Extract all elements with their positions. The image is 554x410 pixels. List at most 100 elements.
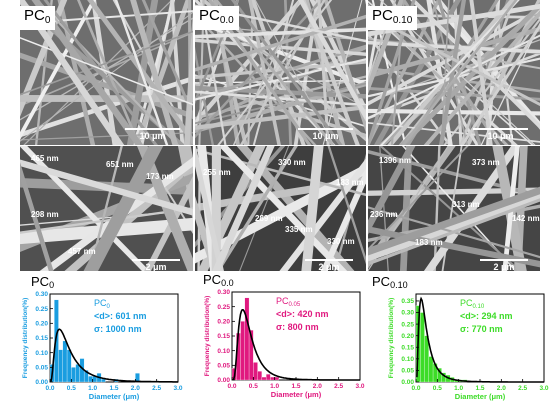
measurement-label: 236 nm: [370, 210, 398, 219]
legend-mean: <d>: 601 nm: [94, 311, 147, 321]
fiber: [301, 146, 324, 271]
measurement-label: 298 nm: [31, 210, 59, 219]
histogram-bar: [54, 299, 59, 383]
histogram-bar: [261, 376, 267, 381]
legend-mean: <d>: 294 nm: [460, 311, 513, 321]
fiber: [480, 22, 540, 145]
x-tick-label: 1.0: [88, 385, 97, 392]
measurement-label: 330 nm: [327, 237, 355, 246]
measurement-label: 255 nm: [203, 168, 231, 177]
histogram-chart: 0.0 0.5 1.0 1.5 2.0 2.5 3.0 0.00 0.05 0.10 0.15 0.2…: [388, 293, 549, 401]
fiber-texture: [20, 146, 193, 271]
fiber: [195, 146, 224, 271]
y-tick-label: 0.00: [217, 377, 230, 384]
x-tick-label: 2.5: [518, 385, 527, 392]
measurement-label: 330 nm: [278, 158, 306, 167]
fiber: [64, 157, 193, 271]
histogram-chart: 0.0 0.5 1.0 1.5 2.0 2.5 3.0 0.00 0.05 0.10 0.15 0.2…: [204, 289, 365, 399]
fiber: [401, 0, 518, 145]
y-axis-label: Frequency distribution(%): [204, 296, 211, 377]
y-tick-label: 0.05: [217, 363, 230, 370]
sem-top-pc010: PC0.10 10 μm: [368, 0, 540, 145]
fiber: [20, 159, 193, 216]
x-tick-label: 1.0: [454, 385, 463, 392]
histogram-bar: [58, 349, 63, 383]
measurement-label: 1396 nm: [379, 156, 412, 165]
fiber-texture: [195, 146, 366, 271]
fiber: [87, 0, 193, 145]
fiber: [20, 162, 54, 271]
legend-sigma: σ: 770 nm: [460, 324, 503, 334]
measurement-label: 335 nm: [285, 225, 313, 234]
y-tick-label: 0.25: [35, 306, 48, 313]
fiber: [177, 146, 193, 222]
y-tick-label: 0.20: [217, 319, 230, 326]
fiber: [368, 146, 469, 251]
y-tick-label: 0.15: [401, 344, 414, 351]
fiber: [298, 0, 366, 122]
measurement-label: 457 nm: [68, 247, 96, 256]
fiber: [423, 146, 521, 271]
fiber: [423, 10, 540, 145]
y-tick-label: 0.25: [401, 321, 414, 328]
measurement-label: 183 nm: [415, 238, 443, 247]
x-tick-label: 1.5: [291, 383, 300, 390]
y-tick-label: 0.15: [35, 335, 48, 342]
x-axis-label: Diameter (μm): [89, 392, 140, 401]
fiber: [20, 146, 150, 271]
x-tick-label: 0.5: [67, 385, 76, 392]
fiber: [183, 10, 193, 145]
fiber: [279, 158, 366, 271]
x-tick-label: 2.0: [131, 385, 140, 392]
measurement-label: 289 nm: [255, 214, 283, 223]
fiber: [368, 3, 540, 37]
fiber: [368, 189, 540, 262]
x-tick-label: 0.5: [433, 385, 442, 392]
fiber: [20, 30, 193, 96]
x-tick-label: 0.0: [45, 385, 54, 392]
fiber: [410, 0, 540, 130]
x-tick-label: 3.0: [355, 383, 364, 390]
y-tick-label: 0.30: [401, 310, 414, 317]
y-tick-label: 0.10: [35, 350, 48, 357]
y-tick-label: 0.30: [217, 289, 230, 296]
histogram-bar: [420, 312, 425, 383]
legend-name-sub: 0: [107, 304, 111, 310]
legend-sigma: σ: 1000 nm: [94, 324, 142, 334]
measurement-label: 651 nm: [106, 160, 134, 169]
histogram-bar: [428, 356, 434, 383]
y-tick-label: 0.25: [217, 304, 230, 311]
fiber: [212, 146, 275, 271]
fiber: [239, 0, 326, 145]
histogram-title: PC0.10: [372, 274, 408, 290]
fiber: [368, 40, 540, 54]
fiber: [323, 0, 366, 134]
legend-name-sub: 0.05: [289, 302, 301, 308]
y-tick-label: 0.05: [401, 368, 414, 375]
fiber: [254, 0, 335, 145]
x-tick-label: 1.5: [109, 385, 118, 392]
histogram-bar: [240, 321, 245, 381]
fiber: [195, 14, 366, 72]
fiber: [130, 0, 179, 145]
histogram-bar: [248, 329, 254, 381]
x-tick-label: 0.5: [249, 383, 258, 390]
measurement-label: 142 nm: [512, 214, 540, 223]
histogram-chart: 0.0 0.5 1.0 1.5 2.0 2.5 3.0 0.00 0.05 0.10 0.15 0.2…: [22, 291, 183, 401]
legend-mean: <d>: 420 nm: [276, 309, 329, 319]
fiber: [327, 146, 366, 265]
fiber: [141, 0, 193, 119]
panel-label: PC0: [20, 6, 56, 30]
histogram-title: PC0: [31, 274, 55, 290]
measurement-label: 373 nm: [472, 158, 500, 167]
y-tick-label: 0.10: [217, 348, 230, 355]
y-axis-label: Frequency distribution(%): [388, 298, 395, 379]
histogram-bar: [71, 367, 76, 383]
x-axis-label: Diameter (μm): [271, 390, 322, 399]
measurement-label: 465 nm: [31, 154, 59, 163]
x-tick-label: 3.0: [539, 385, 548, 392]
histogram-title: PC0.0: [203, 272, 234, 288]
x-tick-label: 1.0: [270, 383, 279, 390]
histogram-bar: [270, 376, 275, 381]
panel-label: PC0.0: [195, 6, 239, 30]
